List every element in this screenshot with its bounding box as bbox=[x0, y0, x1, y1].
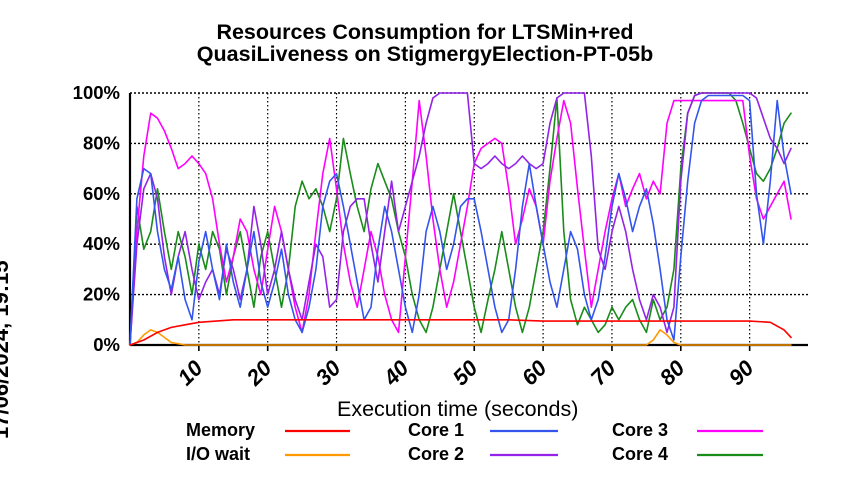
svg-text:QuasiLiveness on StigmergyElec: QuasiLiveness on StigmergyElection-PT-05… bbox=[197, 42, 653, 66]
svg-text:40%: 40% bbox=[83, 233, 120, 254]
svg-text:0%: 0% bbox=[93, 334, 120, 355]
svg-text:20%: 20% bbox=[83, 284, 120, 305]
svg-text:60%: 60% bbox=[83, 183, 120, 204]
svg-text:Resources Consumption for LTSM: Resources Consumption for LTSMin+red bbox=[216, 20, 633, 44]
svg-text:100%: 100% bbox=[73, 82, 120, 103]
svg-text:80%: 80% bbox=[83, 132, 120, 153]
